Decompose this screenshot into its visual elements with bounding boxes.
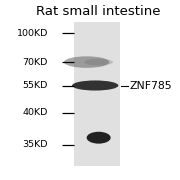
Text: 55KD: 55KD: [23, 81, 48, 90]
Ellipse shape: [72, 80, 118, 91]
Text: 40KD: 40KD: [23, 108, 48, 117]
Text: 35KD: 35KD: [22, 140, 48, 149]
Bar: [74, 22, 120, 166]
Ellipse shape: [84, 59, 113, 66]
Ellipse shape: [87, 132, 111, 144]
Ellipse shape: [64, 56, 109, 68]
Text: Rat small intestine: Rat small intestine: [35, 5, 160, 18]
Text: ZNF785: ZNF785: [130, 80, 172, 91]
Text: 100KD: 100KD: [17, 29, 48, 38]
Text: 70KD: 70KD: [23, 58, 48, 67]
